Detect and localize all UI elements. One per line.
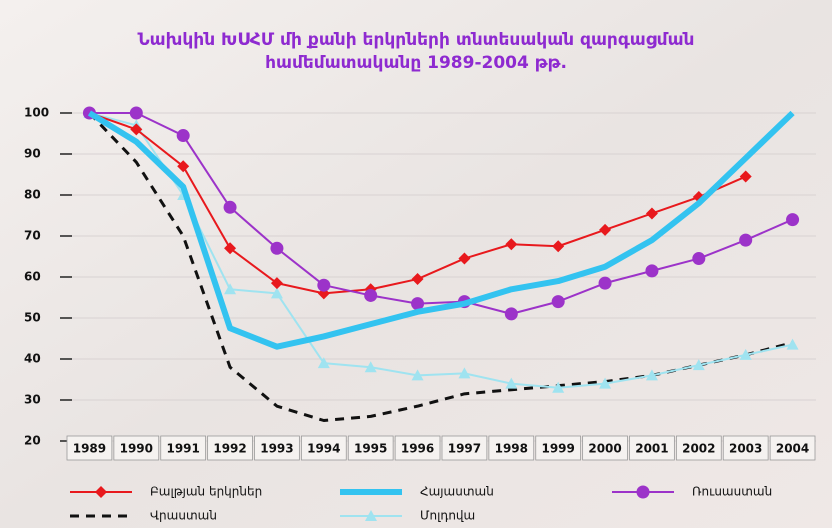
data-point: [786, 213, 800, 227]
data-point: [552, 381, 565, 393]
category-cell: [582, 435, 628, 461]
data-point: [645, 207, 658, 220]
data-point: [270, 287, 283, 299]
x-tick-label: 2002: [682, 442, 715, 456]
data-point: [692, 359, 705, 371]
legend-label: Ռուսաստան: [692, 485, 772, 499]
category-cell: [207, 435, 253, 461]
data-point: [551, 295, 565, 309]
data-point: [411, 273, 424, 286]
data-point: [223, 200, 237, 214]
data-point: [176, 129, 190, 143]
legend-label: Բալթյան երկրներ: [150, 485, 262, 499]
chart-title: Նախկին ԽՍՀՄ մի քանի երկրների տնտեսական զ…: [138, 30, 695, 50]
x-tick-label: 2001: [635, 442, 668, 456]
legend-marker: [365, 510, 377, 521]
chart-subtitle: համեմատականը 1989-2004 թթ.: [265, 53, 567, 73]
data-point: [224, 283, 237, 295]
series-line: [87, 110, 795, 350]
y-tick-label: 80: [24, 188, 41, 202]
data-point: [224, 242, 237, 255]
data-point: [411, 369, 424, 381]
data-point: [458, 252, 471, 265]
data-point: [130, 123, 143, 136]
x-tick-label: 1991: [166, 442, 199, 456]
category-cell: [394, 435, 441, 461]
data-point: [692, 252, 706, 266]
data-point: [270, 241, 284, 255]
data-point: [177, 160, 190, 173]
data-point: [411, 297, 425, 311]
data-point: [317, 278, 331, 292]
category-cell: [441, 435, 488, 461]
x-tick-label: 1994: [307, 442, 340, 456]
category-cell: [769, 435, 816, 461]
legend-marker: [95, 486, 107, 498]
data-point: [129, 106, 143, 120]
category-cell: [254, 435, 300, 461]
x-tick-label: 1992: [213, 442, 246, 456]
data-point: [505, 377, 518, 389]
data-point: [364, 288, 378, 302]
x-tick-label: 1996: [401, 442, 434, 456]
x-tick-label: 1999: [541, 442, 574, 456]
category-cell: [347, 435, 394, 461]
y-tick-label: 30: [24, 393, 41, 407]
y-tick-label: 90: [24, 147, 41, 161]
data-point: [598, 276, 612, 290]
data-point: [504, 307, 518, 321]
data-point: [599, 223, 612, 236]
legend-label: Վրաստան: [150, 509, 217, 523]
data-point: [739, 233, 753, 247]
y-tick-label: 20: [24, 434, 41, 448]
category-cell: [160, 435, 207, 461]
category-cell: [535, 435, 582, 461]
x-tick-label: 1990: [120, 442, 153, 456]
x-tick-label: 2003: [729, 442, 762, 456]
series-line: [89, 112, 793, 315]
category-cell: [488, 435, 535, 461]
y-tick-label: 100: [24, 106, 49, 120]
x-tick-label: 2004: [776, 442, 809, 456]
x-tick-label: 2000: [588, 442, 621, 456]
data-point: [270, 277, 283, 290]
data-point: [364, 361, 377, 373]
data-point: [739, 348, 752, 360]
category-cell: [629, 435, 675, 461]
data-point: [645, 369, 658, 381]
category-cell: [300, 435, 347, 461]
x-tick-label: 1993: [260, 442, 293, 456]
data-point: [786, 338, 799, 350]
y-tick-label: 60: [24, 270, 41, 284]
category-cell: [675, 435, 722, 461]
legend-label: Հայաստան: [420, 485, 494, 499]
series-line: [89, 112, 793, 389]
data-point: [317, 357, 330, 369]
y-tick-label: 50: [24, 311, 41, 325]
data-point: [552, 240, 565, 253]
category-cell: [113, 435, 160, 461]
y-tick-label: 40: [24, 352, 41, 366]
x-tick-label: 1995: [354, 442, 387, 456]
data-point: [505, 238, 518, 251]
data-point: [458, 367, 471, 379]
data-point: [645, 264, 659, 278]
data-point: [739, 170, 752, 183]
x-tick-label: 1998: [495, 442, 528, 456]
legend-marker: [636, 485, 650, 499]
x-tick-label: 1989: [73, 442, 106, 456]
category-cell: [722, 435, 769, 461]
data-point: [599, 377, 612, 389]
x-tick-label: 1997: [448, 442, 481, 456]
legend-label: Մոլդովա: [420, 509, 475, 523]
category-cell: [66, 435, 113, 461]
y-tick-label: 70: [24, 229, 41, 243]
